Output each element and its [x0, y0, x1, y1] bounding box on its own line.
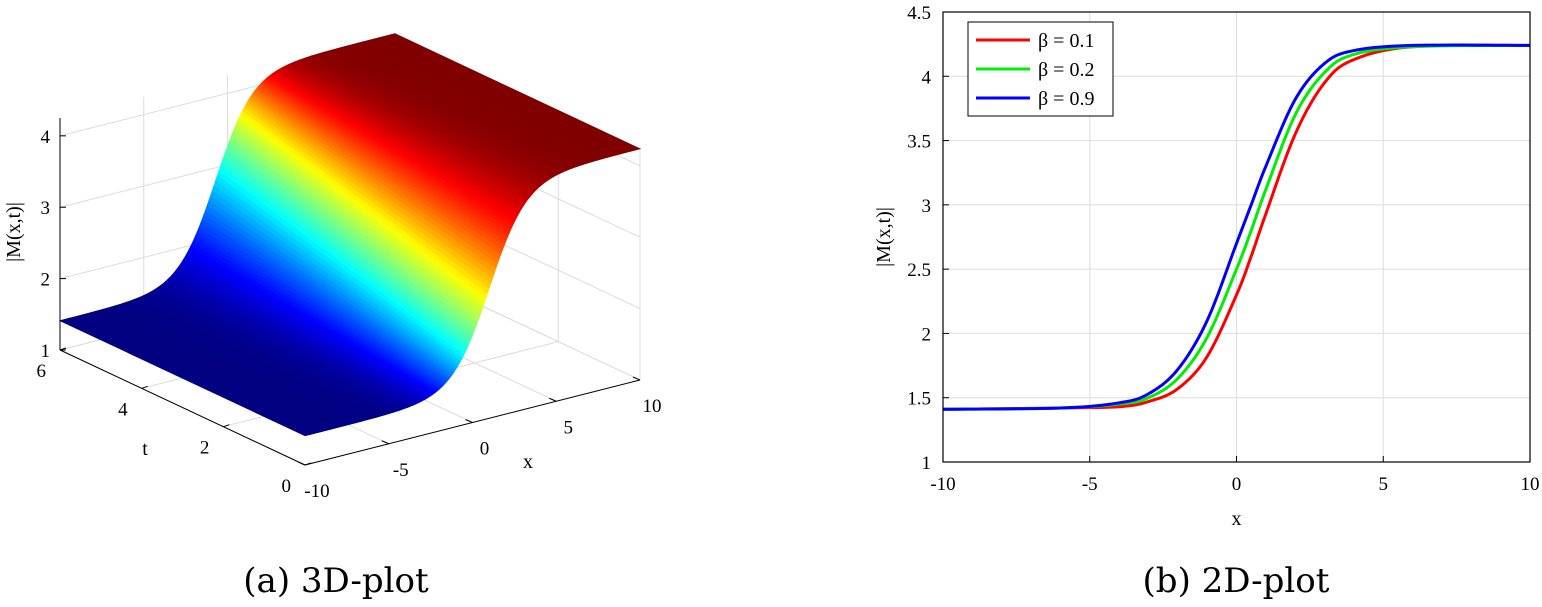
- x-tick: [297, 461, 306, 466]
- line-x-axis-label: x: [1232, 508, 1242, 530]
- series-line-3: [942, 43, 1531, 411]
- surface: [58, 33, 642, 437]
- z-tick-label: 1: [41, 341, 51, 362]
- t-axis-line: [59, 349, 306, 466]
- y-tick-label: 3: [922, 196, 932, 217]
- legend-entry-3: β = 0.9: [1038, 88, 1094, 110]
- t-tick-label: 0: [282, 476, 292, 497]
- t-tick-label: 2: [200, 438, 210, 459]
- series-line-1: [942, 43, 1531, 411]
- t-tick-label: 6: [37, 361, 47, 382]
- line-y-axis-label: |M(x,t)|: [873, 207, 895, 267]
- x-tick-label: 0: [480, 439, 490, 460]
- z-tick-label: 2: [41, 270, 51, 291]
- t-tick-label: 4: [118, 399, 128, 420]
- x-tick: [465, 419, 473, 423]
- surface-x-axis-label: x: [523, 451, 533, 473]
- surface-z-axis-label: |M(x,t)|: [3, 202, 25, 262]
- surface-axes: 1 2 3 4 0 2 4 6 -10 -5 0 5 10: [37, 118, 662, 502]
- y-tick-label: 3.5: [907, 132, 931, 153]
- z-tick-label: 4: [41, 127, 51, 148]
- y-tick-label: 1: [922, 453, 932, 474]
- line-plot-ticks: -10 -5 0 5 10 1 1.5 2 2.5 3 3.5 4 4.5: [907, 3, 1539, 495]
- caption-3d-plot: (a) 3D-plot: [243, 561, 429, 601]
- legend: β = 0.1 β = 0.2 β = 0.9: [967, 21, 1114, 117]
- line-plot-panel: -10 -5 0 5 10 1 1.5 2 2.5 3 3.5 4 4.5 β = 0.1 β = 0.2…: [873, 3, 1540, 601]
- surface-strip: [392, 33, 642, 150]
- legend-entry-2: β = 0.2: [1038, 59, 1094, 81]
- t-tick: [223, 424, 230, 428]
- x-tick: [632, 376, 641, 381]
- caption-2d-plot: (b) 2D-plot: [1143, 561, 1330, 601]
- y-tick-label: 1.5: [907, 389, 931, 410]
- t-tick: [59, 347, 67, 351]
- x-tick: [381, 440, 389, 445]
- surface-plot-panel: 1 2 3 4 0 2 4 6 -10 -5 0 5 10 x t |M(x,t)| (a) 3D-pl…: [3, 33, 662, 601]
- y-tick-label: 2.5: [907, 260, 931, 281]
- x-tick: [549, 397, 557, 402]
- x-tick-label: 5: [1379, 474, 1389, 495]
- x-tick-label: -10: [930, 474, 955, 495]
- x-tick-label: -10: [304, 481, 329, 502]
- x-tick-label: -5: [393, 460, 409, 481]
- surface-t-axis-label: t: [142, 438, 148, 460]
- y-tick-label: 2: [922, 324, 932, 345]
- x-tick-label: -5: [1082, 474, 1098, 495]
- x-tick-label: 5: [564, 417, 574, 438]
- t-tick: [141, 385, 148, 389]
- y-tick-label: 4.5: [907, 3, 931, 24]
- series-line-2: [942, 43, 1531, 411]
- z-tick-label: 3: [41, 198, 51, 219]
- legend-entry-1: β = 0.1: [1038, 30, 1094, 52]
- y-tick-label: 4: [922, 67, 932, 88]
- x-tick-label: 10: [1521, 474, 1540, 495]
- line-plot-series: [942, 43, 1531, 411]
- x-tick-label: 10: [643, 396, 662, 417]
- x-tick-label: 0: [1232, 474, 1242, 495]
